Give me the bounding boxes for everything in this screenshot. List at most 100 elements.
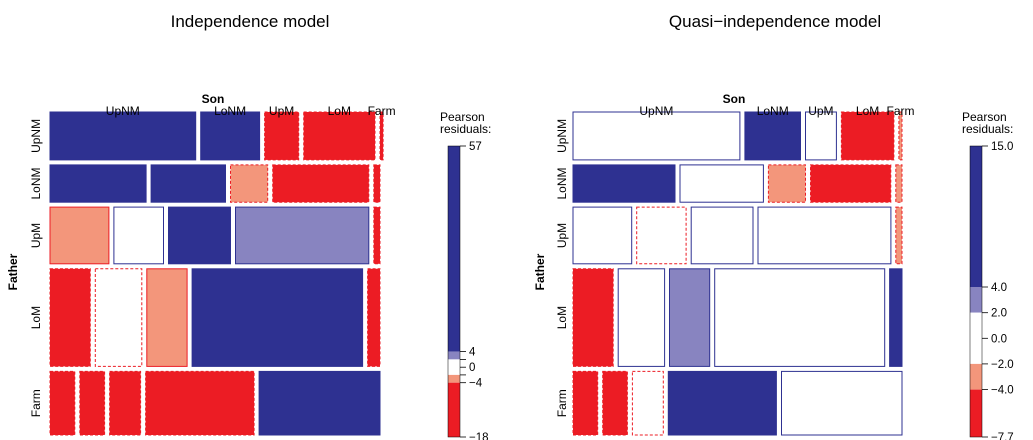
mosaic-cell (168, 206, 231, 265)
mosaic-cell (667, 370, 777, 436)
mosaic-cell (767, 164, 807, 203)
mosaic-cell (49, 370, 76, 436)
mosaic-cells (572, 111, 903, 436)
column-label: Farm (887, 104, 915, 118)
row-labels: UpNM LoNM UpM LoM Farm (29, 119, 43, 417)
legend-tick-label: 4 (469, 347, 476, 359)
mosaic-cell (669, 268, 711, 367)
mosaic-cell (49, 111, 197, 161)
column-label: LoNM (757, 104, 789, 118)
mosaic-cell (109, 370, 142, 436)
mosaic-cell (744, 111, 802, 161)
mosaic-cell (895, 206, 903, 265)
mosaic-cell (602, 370, 628, 436)
legend-color-band (970, 287, 982, 313)
legend-color-band (448, 351, 460, 360)
mosaic-cell (840, 111, 895, 161)
y-axis-title: Father (533, 253, 547, 290)
legend-color-band (448, 146, 460, 352)
x-axis-title: Son (723, 92, 746, 106)
mosaic-cell (49, 206, 110, 265)
column-label: LoM (856, 104, 879, 118)
mosaic-cell (898, 111, 903, 161)
mosaic-cell (373, 164, 381, 203)
mosaic-cell (757, 206, 892, 265)
legend-color-band (970, 389, 982, 437)
mosaic-cell (572, 370, 599, 436)
legend-tick-label: 15.0 (991, 141, 1013, 153)
column-labels: UpNM LoNM UpM LoM Farm (639, 104, 914, 118)
mosaic-cell (191, 268, 364, 367)
row-label: Farm (29, 389, 43, 417)
mosaic-cell (373, 206, 381, 265)
row-label: LoNM (555, 167, 569, 199)
mosaic-cell (79, 370, 106, 436)
mosaic-cell (230, 164, 269, 203)
row-label: UpM (555, 223, 569, 248)
mosaic-cell (145, 370, 255, 436)
mosaic-cell (572, 111, 741, 161)
mosaic-cell (781, 370, 903, 436)
y-axis-title: Father (6, 253, 20, 290)
mosaic-cell (272, 164, 370, 203)
legend-tick-label: 0 (469, 362, 475, 374)
x-axis-title: Son (202, 92, 225, 106)
legend-color-band (970, 363, 982, 390)
mosaic-cell (303, 111, 376, 161)
legend-title-line2: residuals: (962, 122, 1013, 136)
legend-bar-outline (969, 145, 983, 438)
row-label: UpM (29, 223, 43, 248)
legend-color-band (448, 359, 460, 375)
row-label: LoM (29, 306, 43, 329)
mosaic-cell (94, 268, 143, 367)
row-label: Farm (555, 389, 569, 417)
panel-quasi-independence: Quasi−independence model Son Father UpNM… (533, 12, 1014, 440)
mosaic-cell (150, 164, 227, 203)
legend-tick-label: 2.0 (991, 308, 1007, 320)
legend-tick-label: −4.0 (991, 385, 1014, 397)
mosaic-cell (631, 370, 664, 436)
legend-title-line1: Pearson (962, 110, 1007, 124)
mosaic-cell (810, 164, 892, 203)
mosaic-cell (889, 268, 903, 367)
legend-tick-label: 4.0 (991, 282, 1007, 294)
panel-independence: Independence model Son Father UpNM LoNM Up… (6, 12, 491, 440)
column-label: UpM (269, 104, 294, 118)
legend-color-band (448, 382, 460, 437)
column-label: LoM (328, 104, 351, 118)
legend-color-band (448, 374, 460, 383)
legend-tick-label: −18 (469, 432, 489, 440)
column-label: LoNM (214, 104, 246, 118)
row-label: UpNM (29, 119, 43, 153)
column-label: Farm (368, 104, 396, 118)
mosaic-cell (258, 370, 381, 436)
mosaic-cell (572, 268, 614, 367)
legend-color-band (970, 312, 982, 364)
column-labels: UpNM LoNM UpM LoM Farm (106, 104, 396, 118)
legend-tick-label: 57 (469, 141, 482, 153)
chart-title: Quasi−independence model (669, 12, 881, 31)
legend: Pearson residuals: 57 4 0 −4 −18 (440, 110, 491, 440)
mosaic-cell (200, 111, 261, 161)
column-label: UpNM (639, 104, 673, 118)
mosaic-cell (690, 206, 754, 265)
mosaic-cell (636, 206, 687, 265)
column-label: UpNM (106, 104, 140, 118)
legend-title-line2: residuals: (440, 122, 491, 136)
mosaic-cell (895, 164, 903, 203)
mosaic-cell (714, 268, 886, 367)
mosaic-cell (572, 206, 633, 265)
mosaic-cell (113, 206, 164, 265)
mosaic-cell (572, 164, 676, 203)
mosaic-cell (679, 164, 764, 203)
legend: Pearson residuals: 15.0 4.0 2.0 0.0 −2.0 −4.0… (962, 110, 1014, 440)
column-label: UpM (808, 104, 833, 118)
mosaic-cell (146, 268, 188, 367)
legend-color-band (970, 146, 982, 287)
mosaic-cell (367, 268, 381, 367)
legend-tick-label: 0.0 (991, 333, 1007, 345)
legend-tick-label: −7.7 (991, 432, 1014, 440)
mosaic-cell (235, 206, 370, 265)
row-label: LoNM (29, 167, 43, 199)
